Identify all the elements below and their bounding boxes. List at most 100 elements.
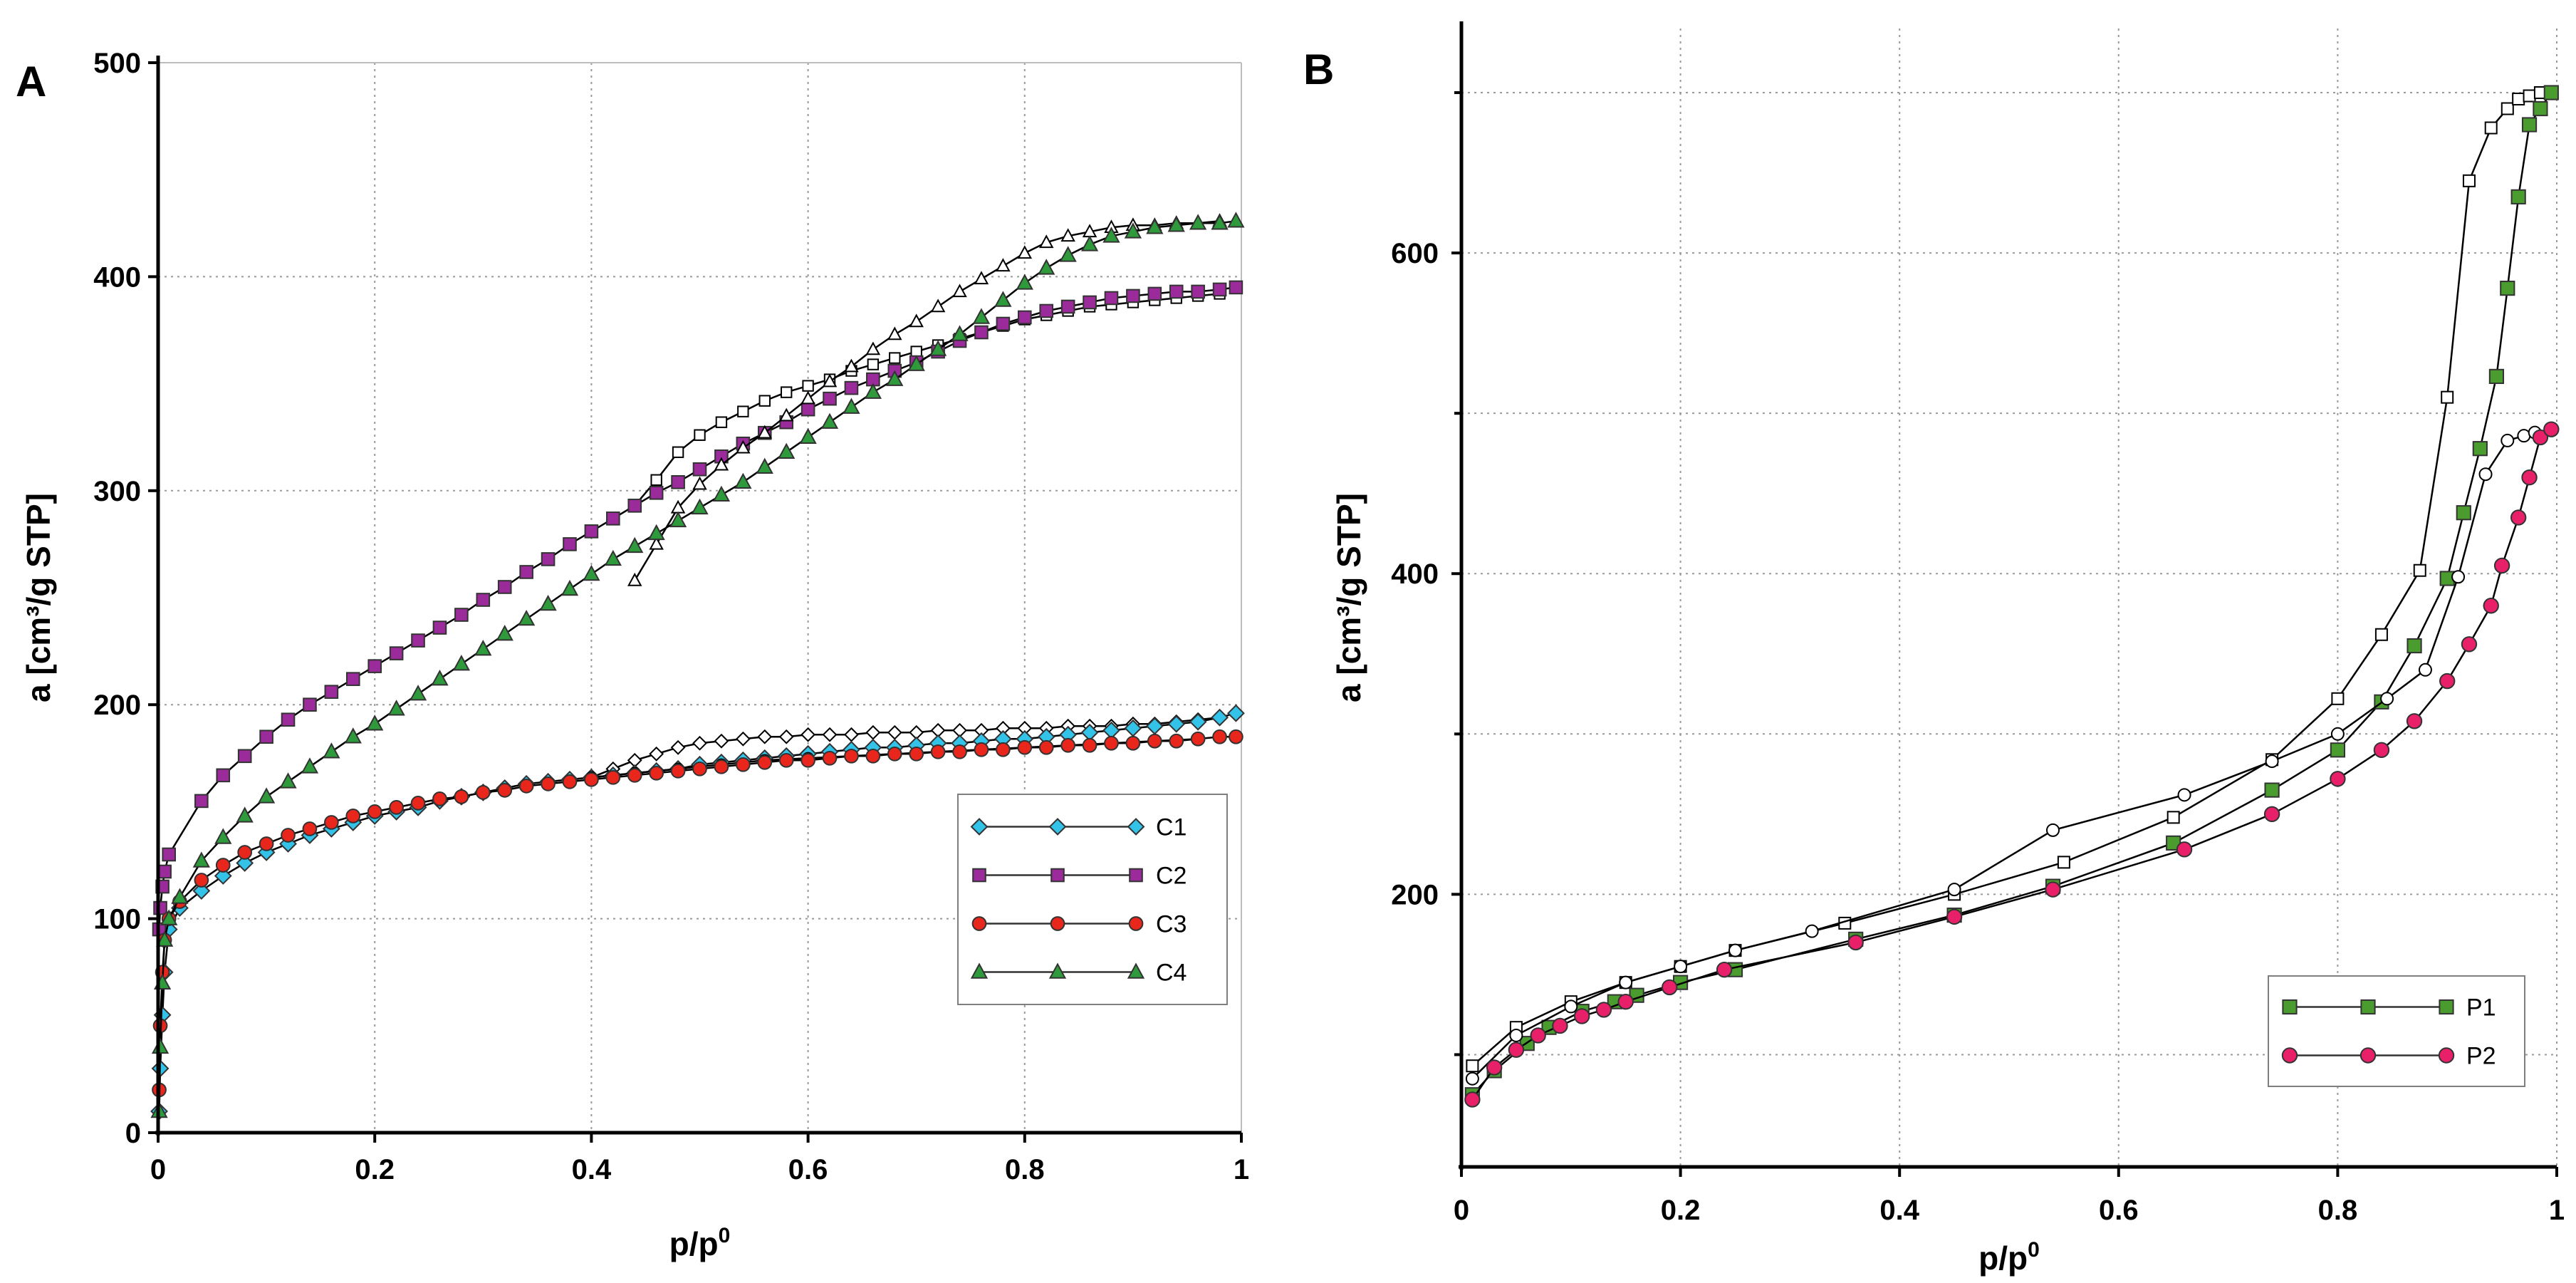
legend-marker-C2 xyxy=(1129,868,1143,883)
data-point-C4 xyxy=(972,308,991,324)
data-point-C3 xyxy=(1104,735,1119,751)
data-point-C2 xyxy=(1126,289,1140,303)
data-point-C2 xyxy=(194,794,209,809)
legend-marker-P2 xyxy=(2281,1047,2298,1064)
data-point-C1-desorption xyxy=(714,733,729,749)
data-point-C2 xyxy=(541,552,556,566)
data-point-C4 xyxy=(778,442,796,459)
legend-marker-C4 xyxy=(970,962,989,979)
data-point-C2 xyxy=(627,499,642,513)
data-point-C3 xyxy=(1147,733,1162,749)
x-axis-label-superscript: 0 xyxy=(719,1224,731,1247)
data-point-C3 xyxy=(410,796,426,811)
data-point-P1-desorption xyxy=(2512,93,2525,106)
y-tick-label: 300 xyxy=(93,476,141,507)
data-point-C3 xyxy=(801,752,815,768)
data-point-C2 xyxy=(157,864,172,879)
data-point-P2 xyxy=(1595,1002,1612,1018)
data-point-P1-desorption xyxy=(2523,89,2536,103)
legend-marker-C4 xyxy=(1048,962,1067,979)
series-line-C2-desorption xyxy=(634,293,1220,507)
data-point-C2-desorption xyxy=(672,446,684,458)
data-point-C2 xyxy=(454,608,469,622)
data-point-P2-desorption xyxy=(2517,429,2531,443)
data-point-C3 xyxy=(562,774,578,789)
x-tick-label: 0.6 xyxy=(2099,1195,2139,1226)
data-point-P2-desorption xyxy=(1674,960,1688,974)
data-point-C3 xyxy=(930,744,946,759)
data-point-C3 xyxy=(1125,735,1141,751)
data-point-P2-desorption xyxy=(2046,823,2060,837)
data-point-C4 xyxy=(1080,235,1099,251)
data-point-C4 xyxy=(518,609,536,626)
y-axis-label: a [cm³/g STP] xyxy=(1330,493,1367,702)
data-point-P2 xyxy=(2263,806,2280,823)
data-point-C4 xyxy=(236,806,254,823)
data-point-C2 xyxy=(162,847,177,862)
data-point-P1 xyxy=(2472,441,2488,457)
data-point-C2 xyxy=(671,474,685,489)
data-point-C2 xyxy=(389,646,404,660)
data-point-P2-desorption xyxy=(1805,924,1819,938)
data-point-P1 xyxy=(2510,189,2526,204)
panel-a-letter: A xyxy=(16,58,46,105)
x-axis-label-superscript: 0 xyxy=(2028,1238,2040,1262)
data-point-C3 xyxy=(345,809,361,824)
legend-label-P1: P1 xyxy=(2466,994,2496,1022)
data-point-C4 xyxy=(301,757,319,774)
y-tick-label: 400 xyxy=(1391,559,1439,590)
data-point-C4-desorption xyxy=(627,572,642,586)
data-point-C2 xyxy=(1018,310,1032,325)
data-point-C4-desorption xyxy=(757,425,772,439)
data-point-C3 xyxy=(1212,729,1227,744)
data-point-P2 xyxy=(2176,841,2193,858)
data-point-C1 xyxy=(1167,715,1186,733)
data-point-C2-desorption xyxy=(694,429,706,441)
data-point-C3 xyxy=(432,791,447,806)
data-point-P2 xyxy=(2493,557,2510,574)
data-point-C4 xyxy=(1038,259,1055,275)
data-point-C4 xyxy=(1016,274,1033,290)
data-point-P1 xyxy=(2406,638,2422,654)
data-point-C4 xyxy=(907,355,925,371)
data-point-P2 xyxy=(1530,1027,1546,1044)
data-point-C2-desorption xyxy=(802,380,814,392)
data-point-C4 xyxy=(1189,214,1207,230)
data-point-C4 xyxy=(409,685,427,701)
data-point-P2-desorption xyxy=(1728,943,1742,957)
legend-marker-P2 xyxy=(2359,1047,2377,1064)
data-point-C3 xyxy=(1190,731,1206,747)
data-point-C4-desorption xyxy=(865,341,881,355)
data-point-C1-desorption xyxy=(670,739,686,755)
data-point-C1 xyxy=(1226,704,1245,722)
data-point-C1 xyxy=(214,867,232,885)
data-point-C2 xyxy=(974,325,989,340)
y-tick-label: 100 xyxy=(93,904,141,935)
data-point-P2-desorption xyxy=(1564,999,1578,1014)
y-tick-label: 200 xyxy=(1391,879,1439,910)
data-point-C2 xyxy=(649,486,664,500)
legend-marker-C3 xyxy=(1050,916,1065,931)
data-point-C1-desorption xyxy=(778,729,794,744)
data-point-C4 xyxy=(1146,218,1164,234)
x-tick-label: 0.8 xyxy=(2318,1195,2358,1226)
data-point-C4-desorption xyxy=(952,284,967,298)
x-tick-label: 0.6 xyxy=(788,1154,828,1185)
legend-label-C1: C1 xyxy=(1156,814,1187,841)
data-point-C3 xyxy=(518,779,534,794)
data-point-C3 xyxy=(844,748,859,764)
data-point-C3 xyxy=(627,767,642,783)
data-point-P2-desorption xyxy=(2418,663,2432,677)
data-point-P2 xyxy=(1573,1008,1590,1024)
legend-marker-C2 xyxy=(972,868,986,883)
data-point-C2 xyxy=(1083,295,1097,310)
data-point-P1 xyxy=(2533,100,2548,117)
x-axis-label-main: p/p xyxy=(669,1225,719,1262)
data-point-C4 xyxy=(192,851,210,868)
data-point-C2 xyxy=(692,462,707,477)
data-point-C4 xyxy=(171,888,189,904)
data-point-C4-desorption xyxy=(1060,228,1075,242)
data-point-C3 xyxy=(1082,737,1097,753)
data-point-C4 xyxy=(691,498,709,515)
data-point-C4-desorption xyxy=(930,298,946,313)
